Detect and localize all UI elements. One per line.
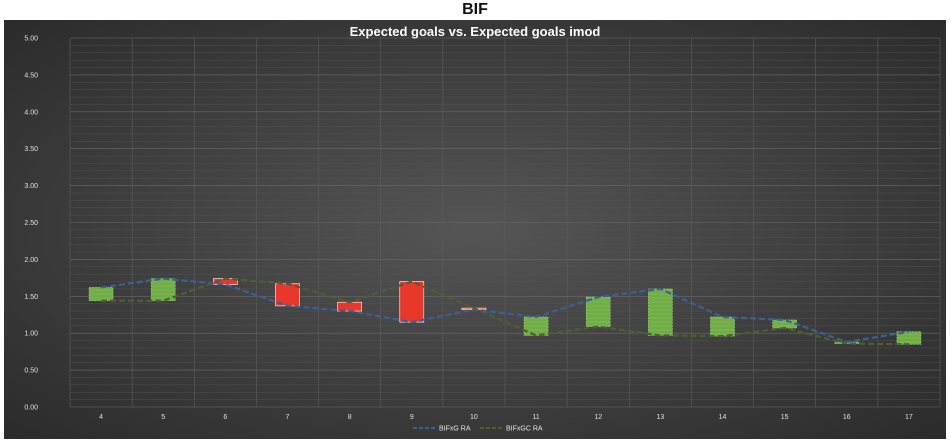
y-tick-label: 2.50 [24,220,38,227]
up-bar [88,287,114,302]
x-tick-label: 8 [348,414,352,421]
x-tick-label: 5 [161,414,165,421]
x-tick-label: 11 [532,414,539,421]
down-bar [399,281,425,323]
x-axis: 4 5 6 7 8 9 10 11 12 13 14 15 16 17 [99,414,913,421]
y-tick-label: 3.00 [24,183,38,190]
chart-background [4,20,946,439]
y-tick-label: 1.50 [24,294,38,301]
x-tick-label: 9 [410,414,414,421]
y-axis: 0.00 0.50 1.00 1.50 2.00 2.50 3.00 3.50 4.00 4.50… [24,36,38,412]
y-tick-label: 2.00 [24,257,38,264]
gridlines [69,37,941,408]
x-tick-label: 14 [719,414,727,421]
chart-title: Expected goals vs. Expected goals imod [350,24,601,39]
legend-label: BIFxGC RA [506,426,543,433]
page-title: BIF [462,1,488,18]
up-bar [710,316,735,337]
x-tick-label: 16 [843,414,851,421]
x-tick-label: 13 [656,414,664,421]
x-tick-label: 6 [223,414,227,421]
legend: BIFxG RA BIFxGC RA [413,426,543,433]
series-line-0 [100,277,910,344]
x-tick-label: 7 [286,414,290,421]
up-bar [772,319,797,329]
y-tick-label: 4.50 [24,72,38,79]
x-tick-label: 4 [99,414,103,421]
series-line-1 [101,277,909,346]
y-tick-label: 3.50 [24,146,38,153]
up-bar [648,288,673,336]
series-lines [100,277,910,346]
y-tick-label: 4.00 [24,109,38,116]
x-tick-label: 17 [905,414,913,421]
x-tick-label: 10 [470,414,478,421]
up-bar [523,316,549,336]
y-tick-label: 1.00 [24,331,38,338]
x-tick-label: 12 [594,414,602,421]
y-tick-label: 0.00 [24,405,38,412]
up-bar [585,296,611,327]
y-tick-label: 5.00 [24,36,38,43]
x-tick-label: 15 [781,414,789,421]
up-bar [150,278,176,302]
y-tick-label: 0.50 [24,368,38,375]
legend-label: BIFxG RA [439,426,471,433]
